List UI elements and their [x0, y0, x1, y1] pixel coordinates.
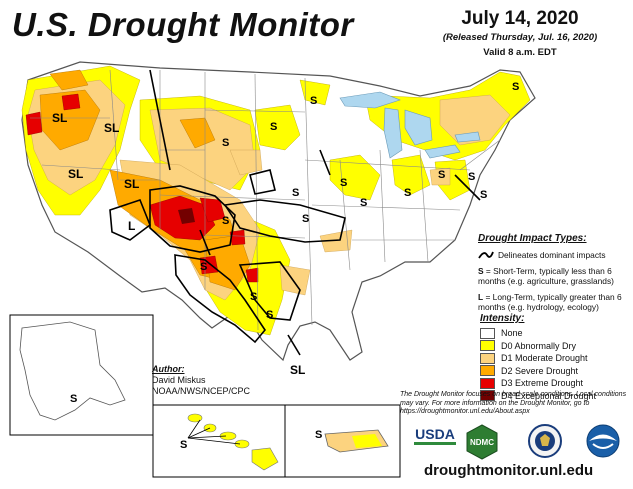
legend-label: D0 Abnormally Dry [501, 340, 577, 351]
legend-row-d3: D3 Extreme Drought [480, 377, 630, 390]
legend-row-d2: D2 Severe Drought [480, 365, 630, 378]
legend-label: D2 Severe Drought [501, 365, 579, 376]
map-title: U.S. Drought Monitor [12, 6, 354, 43]
puerto-rico-d0 [352, 434, 382, 448]
legend-label: D3 Extreme Drought [501, 378, 584, 389]
legend-swatch [480, 352, 495, 364]
impact-short-key: S [478, 266, 484, 276]
legend-swatch [480, 340, 495, 352]
intensity-legend: None D0 Abnormally Dry D1 Moderate Droug… [480, 327, 630, 402]
date-block: July 14, 2020 (Released Thursday, Jul. 1… [420, 8, 620, 58]
impact-long-text: = Long-Term, typically greater than 6 mo… [478, 292, 622, 312]
label-s-tx1: S [250, 291, 257, 303]
author-name: David Miskus [152, 375, 206, 385]
label-s-mn: S [310, 95, 317, 107]
ndmc-logo: NDMC [466, 424, 498, 460]
label-s-wy: S [222, 137, 229, 149]
label-s-ia: S [340, 177, 347, 189]
label-l-ut: L [128, 219, 135, 233]
footnote: The Drought Monitor focuses on broad-sca… [400, 391, 627, 415]
legend-row-d0: D0 Abnormally Dry [480, 340, 630, 353]
legend-row-d4: D4 Exceptional Drought [480, 390, 630, 403]
legend-label: None [501, 328, 523, 339]
website-url[interactable]: droughtmonitor.unl.edu [424, 462, 594, 479]
alaska-shape [19, 321, 126, 421]
impact-delineates-text: Delineates dominant impacts [498, 250, 606, 260]
legend-swatch [480, 390, 495, 402]
label-s-ak: S [70, 393, 77, 405]
impact-short-text: = Short-Term, typically less than 6 mont… [478, 266, 614, 286]
impact-types-legend: Drought Impact Types: Delineates dominan… [478, 233, 630, 312]
legend-label: D1 Moderate Drought [501, 353, 588, 364]
legend-row-d1: D1 Moderate Drought [480, 352, 630, 365]
impact-lines [109, 69, 481, 356]
noaa-logo [586, 424, 620, 458]
label-s-nj: S [480, 189, 487, 201]
label-s-sd: S [270, 121, 277, 133]
impact-line-icon [478, 251, 494, 259]
impact-long-key: L [478, 292, 484, 302]
label-s-oh: S [404, 187, 411, 199]
valid-time: Valid 8 a.m. EDT [483, 47, 557, 58]
label-s-pa: S [438, 169, 445, 181]
label-s-ne: S [292, 187, 299, 199]
label-s-nm: S [200, 261, 207, 273]
legend-row-none: None [480, 327, 630, 340]
release-date: (Released Thursday, Jul. 16, 2020) [442, 32, 598, 43]
impact-long-term-row: L = Long-Term, typically greater than 6 … [478, 292, 630, 312]
label-sl-or: SL [52, 111, 67, 125]
label-s-tx2: S [266, 309, 273, 321]
legend-label: D4 Exceptional Drought [501, 390, 597, 401]
label-s-pr: S [315, 429, 322, 441]
label-sl-id: SL [104, 121, 119, 135]
label-s-il: S [360, 197, 367, 209]
usda-logo: USDA [414, 427, 456, 445]
legend-swatch [480, 365, 495, 377]
map-labels: SL SL SL SL L S S S S S S S S S S S S S … [52, 81, 519, 451]
hawaii-islands [187, 413, 279, 471]
author-org: NOAA/NWS/NCEP/CPC [152, 386, 251, 396]
hawaii-impact-lines [187, 419, 241, 445]
intensity-title: Intensity: [480, 313, 525, 324]
author-title: Author: [152, 364, 185, 374]
great-lakes [339, 91, 481, 159]
state-borders [30, 69, 501, 331]
label-s-co: S [222, 215, 229, 227]
map-date: July 14, 2020 [461, 8, 579, 29]
legend-swatch [480, 377, 495, 389]
commerce-seal-logo [528, 424, 562, 458]
impact-delineates-row: Delineates dominant impacts [478, 250, 630, 260]
label-s-me: S [512, 81, 519, 93]
impact-short-term-row: S = Short-Term, typically less than 6 mo… [478, 266, 630, 286]
usda-logo-text: USDA [414, 427, 456, 445]
impact-types-title: Drought Impact Types: [478, 233, 587, 244]
label-s-hi: S [180, 439, 187, 451]
legend-swatch [480, 327, 495, 339]
label-sl-nv: SL [68, 167, 83, 181]
author-block: Author: David Miskus NOAA/NWS/NCEP/CPC [152, 364, 250, 397]
label-sl-ut: SL [124, 177, 139, 191]
label-sl-tx: SL [290, 363, 305, 377]
svg-text:NDMC: NDMC [470, 438, 494, 447]
label-s-ok: S [302, 213, 309, 225]
label-s-ny: S [468, 171, 475, 183]
d4-areas [178, 208, 195, 224]
